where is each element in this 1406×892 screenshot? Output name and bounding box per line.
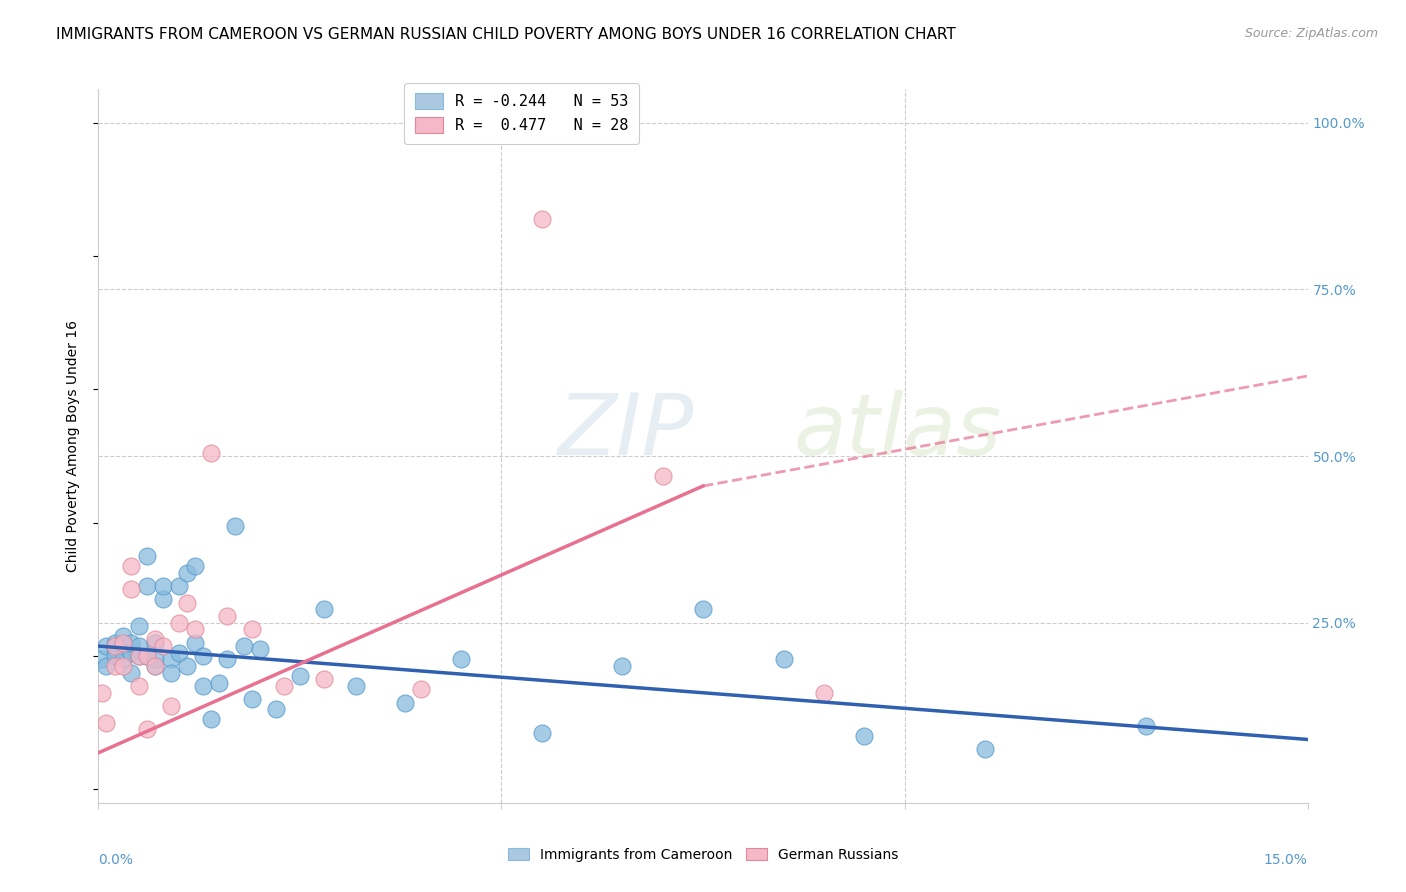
Point xyxy=(314,602,336,616)
Point xyxy=(152,592,174,607)
Point xyxy=(103,642,125,657)
Point xyxy=(120,582,142,597)
Point xyxy=(974,742,997,756)
Point xyxy=(111,636,134,650)
Legend: Immigrants from Cameroon, German Russians: Immigrants from Cameroon, German Russian… xyxy=(502,842,904,867)
Point xyxy=(409,682,432,697)
Point xyxy=(143,652,166,666)
Point xyxy=(135,649,157,664)
Point xyxy=(135,723,157,737)
Point xyxy=(853,729,876,743)
Point xyxy=(120,665,142,680)
Point xyxy=(288,669,311,683)
Point xyxy=(160,665,183,680)
Point xyxy=(240,692,263,706)
Point xyxy=(103,659,125,673)
Point xyxy=(813,686,835,700)
Point xyxy=(184,623,207,637)
Point xyxy=(193,679,215,693)
Point xyxy=(103,639,125,653)
Point xyxy=(143,636,166,650)
Point xyxy=(143,632,166,647)
Text: 0.0%: 0.0% xyxy=(98,853,134,867)
Point xyxy=(135,579,157,593)
Point xyxy=(530,212,553,227)
Point xyxy=(167,646,190,660)
Point xyxy=(184,559,207,574)
Text: atlas: atlas xyxy=(793,390,1001,474)
Point xyxy=(160,652,183,666)
Y-axis label: Child Poverty Among Boys Under 16: Child Poverty Among Boys Under 16 xyxy=(66,320,80,572)
Point xyxy=(111,652,134,666)
Point xyxy=(120,559,142,574)
Point xyxy=(128,679,150,693)
Point xyxy=(167,579,190,593)
Point xyxy=(120,636,142,650)
Point xyxy=(651,469,673,483)
Point xyxy=(111,639,134,653)
Point xyxy=(200,445,222,459)
Point xyxy=(208,675,231,690)
Text: Source: ZipAtlas.com: Source: ZipAtlas.com xyxy=(1244,27,1378,40)
Point xyxy=(135,649,157,664)
Point xyxy=(264,702,287,716)
Point xyxy=(152,579,174,593)
Point xyxy=(143,659,166,673)
Point xyxy=(160,699,183,714)
Point xyxy=(111,629,134,643)
Point xyxy=(232,639,254,653)
Text: ZIP: ZIP xyxy=(558,390,695,474)
Point xyxy=(176,659,198,673)
Point xyxy=(273,679,295,693)
Point xyxy=(612,659,634,673)
Point xyxy=(217,609,239,624)
Point xyxy=(135,549,157,563)
Point xyxy=(249,642,271,657)
Point xyxy=(96,659,118,673)
Point xyxy=(111,659,134,673)
Point xyxy=(184,636,207,650)
Point xyxy=(450,652,472,666)
Point xyxy=(394,696,416,710)
Point xyxy=(91,686,114,700)
Point xyxy=(128,639,150,653)
Point xyxy=(176,596,198,610)
Point xyxy=(167,615,190,630)
Text: 15.0%: 15.0% xyxy=(1264,853,1308,867)
Point xyxy=(120,646,142,660)
Text: IMMIGRANTS FROM CAMEROON VS GERMAN RUSSIAN CHILD POVERTY AMONG BOYS UNDER 16 COR: IMMIGRANTS FROM CAMEROON VS GERMAN RUSSI… xyxy=(56,27,956,42)
Point xyxy=(200,713,222,727)
Point xyxy=(103,636,125,650)
Point xyxy=(103,649,125,664)
Point xyxy=(344,679,367,693)
Point xyxy=(692,602,714,616)
Point xyxy=(128,619,150,633)
Point xyxy=(96,715,118,730)
Point xyxy=(314,673,336,687)
Point xyxy=(193,649,215,664)
Point xyxy=(91,652,114,666)
Point xyxy=(217,652,239,666)
Point xyxy=(152,639,174,653)
Point xyxy=(530,725,553,739)
Point xyxy=(128,649,150,664)
Point xyxy=(96,639,118,653)
Point xyxy=(1135,719,1157,733)
Point xyxy=(128,649,150,664)
Point xyxy=(772,652,794,666)
Point xyxy=(143,659,166,673)
Point xyxy=(176,566,198,580)
Point xyxy=(224,519,246,533)
Point xyxy=(240,623,263,637)
